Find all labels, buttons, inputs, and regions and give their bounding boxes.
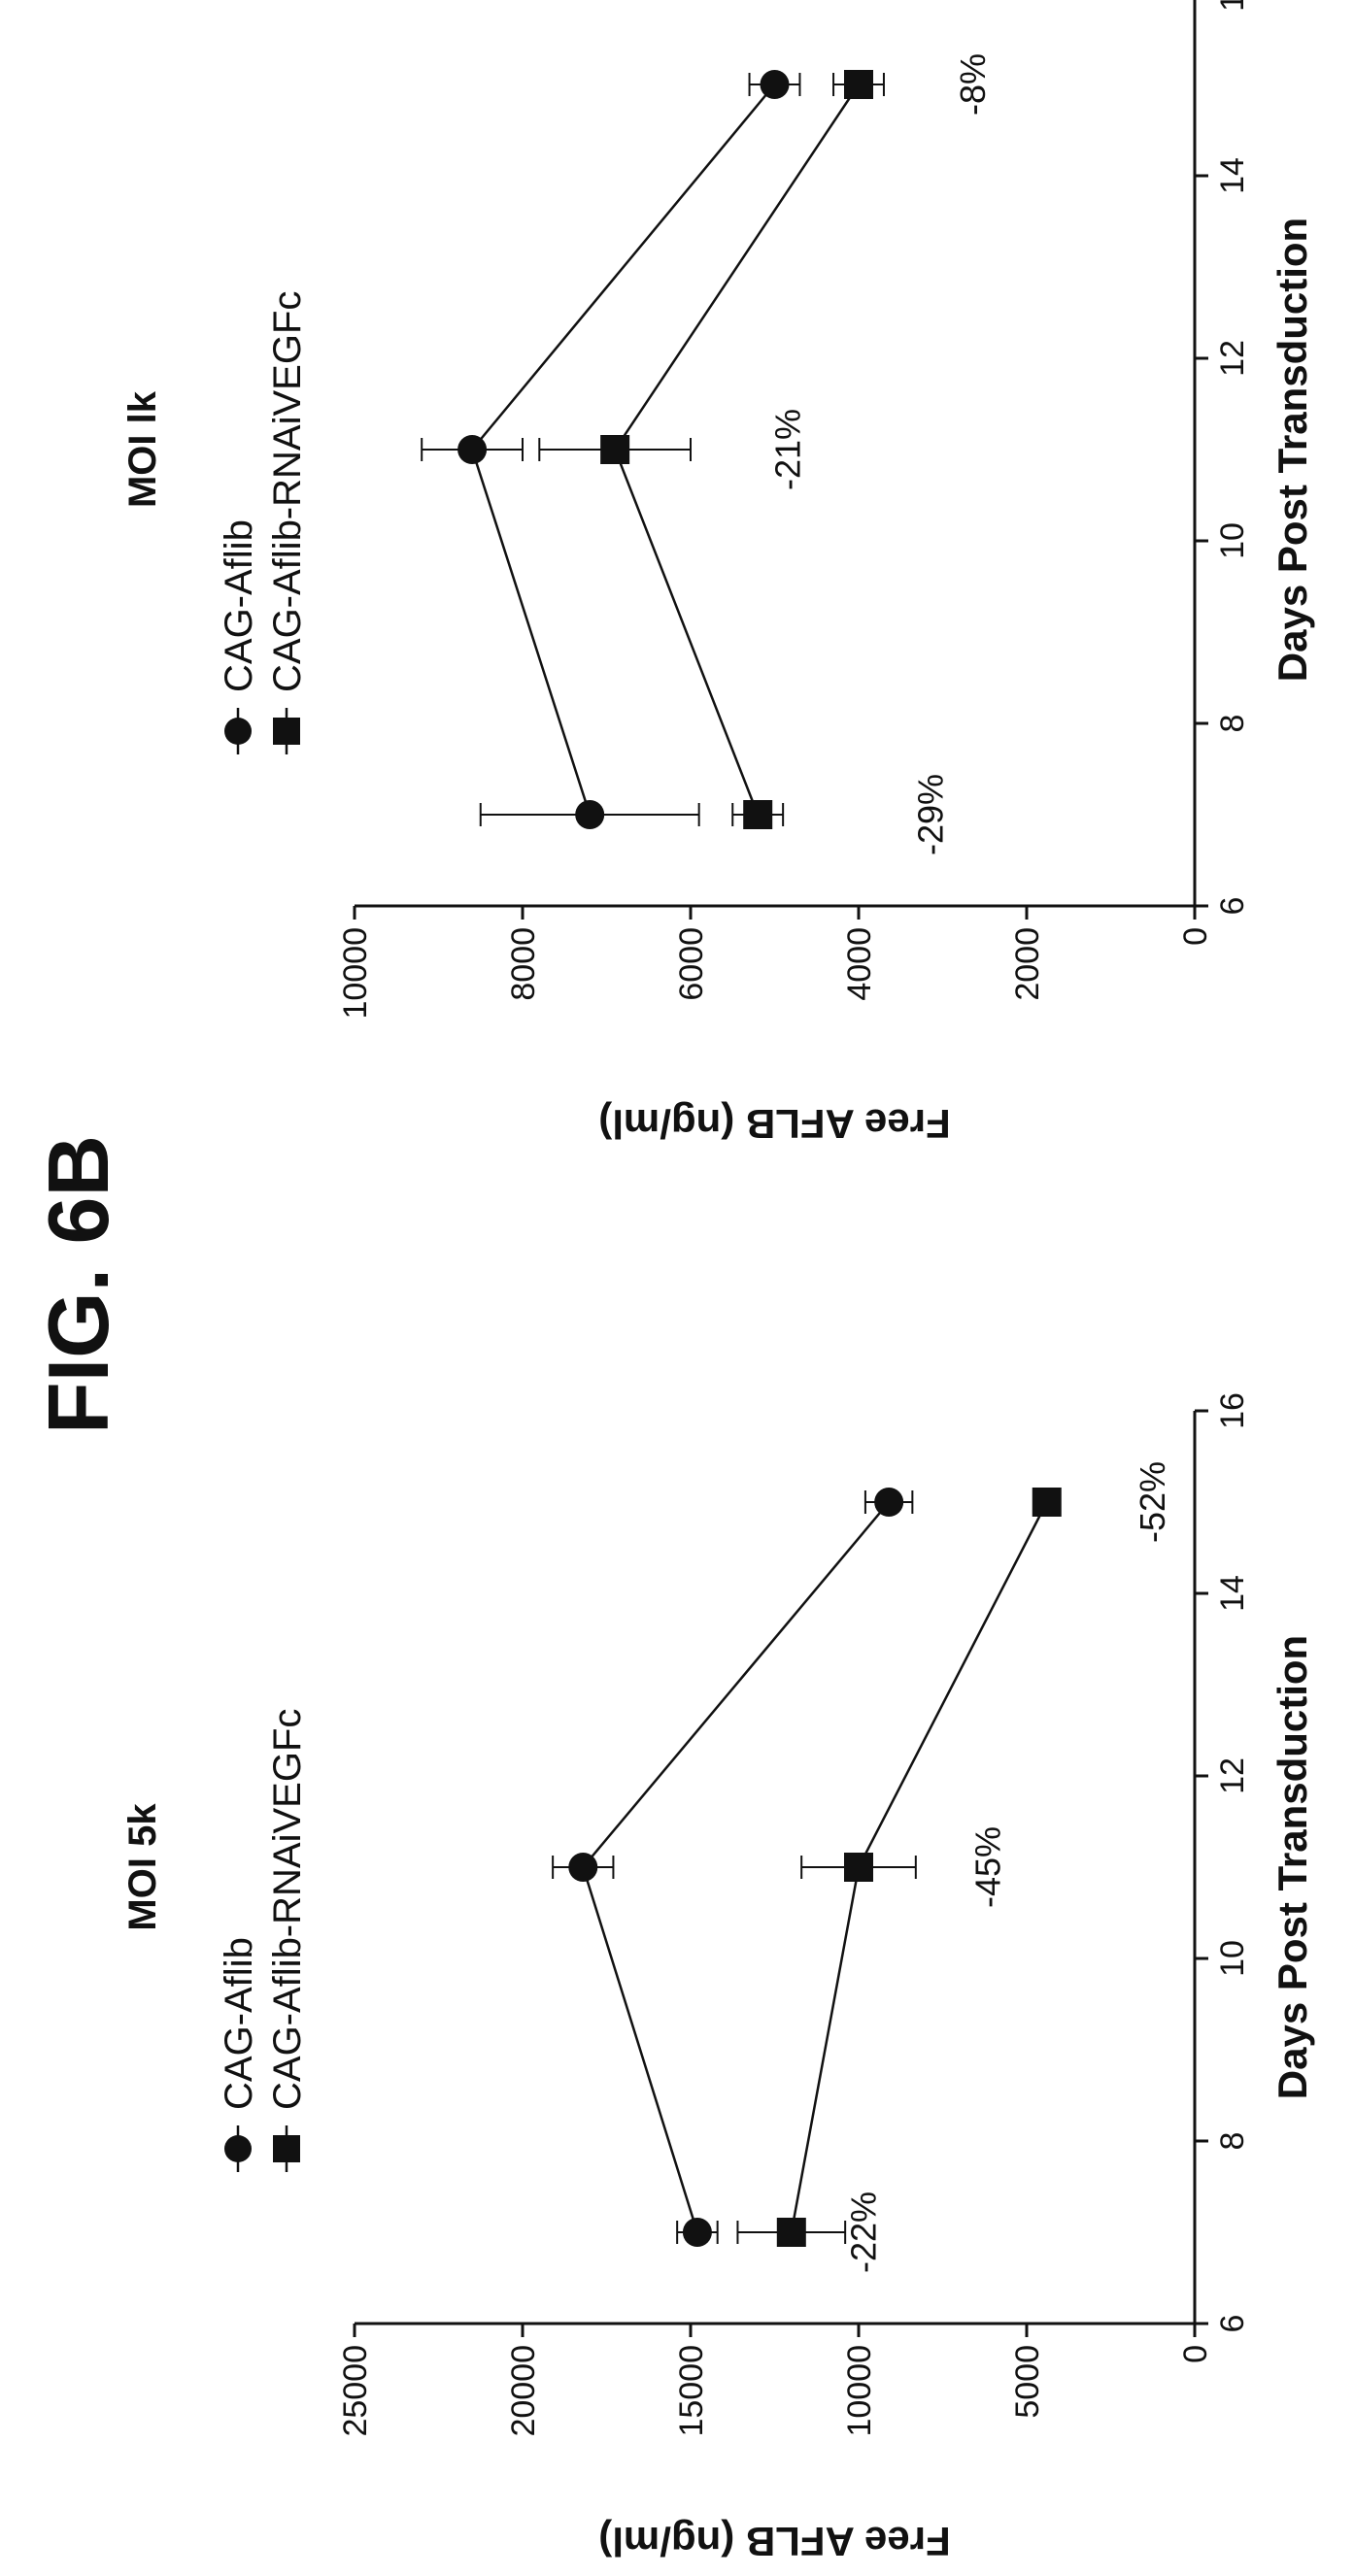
data-point-circle — [575, 800, 605, 829]
x-tick-label: 6 — [1214, 897, 1251, 916]
data-point-square — [844, 70, 873, 99]
y-tick-label: 4000 — [841, 927, 878, 1001]
figure-title: FIG. 6B — [30, 1134, 126, 1435]
x-axis-label: Days Post Transduction — [1269, 217, 1315, 682]
y-tick-label: 5000 — [1009, 2345, 1046, 2419]
data-point-circle — [760, 70, 790, 99]
legend-marker-circle — [224, 718, 252, 745]
data-point-circle — [874, 1488, 904, 1517]
data-point-square — [600, 435, 630, 464]
y-axis-label: Free AFLB (ng/ml) — [598, 1101, 950, 1147]
data-point-square — [844, 1853, 873, 1882]
percent-change-label: -29% — [911, 774, 951, 855]
y-tick-label: 20000 — [505, 2345, 542, 2437]
y-tick-label: 25000 — [337, 2345, 374, 2437]
percent-change-label: -21% — [767, 409, 807, 490]
x-tick-label: 8 — [1214, 715, 1251, 733]
x-tick-label: 6 — [1214, 2315, 1251, 2333]
x-tick-label: 12 — [1214, 1757, 1251, 1794]
percent-change-label: -45% — [967, 1826, 1007, 1908]
x-tick-label: 12 — [1214, 340, 1251, 377]
legend-label: CAG-Aflib-RNAiVEGFc — [266, 1709, 309, 2110]
chart-moi-5k: MOI 5k 6 8 10 12 14 16 0 5000 10000 15000 20000 2500… — [121, 1392, 1315, 2564]
percent-change-label: -52% — [1133, 1461, 1172, 1543]
y-tick-label: 0 — [1177, 2345, 1214, 2363]
legend-label: CAG-Aflib — [218, 519, 260, 692]
legend-label: CAG-Aflib-RNAiVEGFc — [266, 291, 309, 692]
x-tick-label: 10 — [1214, 522, 1251, 559]
y-tick-label: 15000 — [673, 2345, 710, 2437]
chart-moi-1k: MOI lk 6 8 10 12 14 16 0 2000 4000 6000 8000 10000 Da… — [121, 0, 1315, 1147]
data-point-circle — [457, 435, 488, 464]
y-axis-label: Free AFLB (ng/ml) — [598, 2519, 950, 2564]
data-point-circle — [682, 2218, 712, 2247]
y-tick-label: 8000 — [505, 927, 542, 1001]
x-tick-label: 16 — [1214, 0, 1251, 12]
percent-change-label: -8% — [953, 53, 993, 116]
x-tick-label: 14 — [1214, 1575, 1251, 1612]
chart-title: MOI 5k — [121, 1803, 164, 1931]
x-axis-label: Days Post Transduction — [1269, 1635, 1315, 2099]
y-tick-label: 6000 — [673, 927, 710, 1001]
y-tick-label: 0 — [1177, 927, 1214, 946]
data-point-square — [743, 800, 773, 829]
legend-marker-square — [273, 718, 300, 745]
x-tick-label: 16 — [1214, 1392, 1251, 1429]
legend-marker-square — [273, 2135, 300, 2162]
y-tick-label: 2000 — [1009, 927, 1046, 1001]
data-point-square — [1032, 1488, 1062, 1517]
legend-label: CAG-Aflib — [218, 1937, 260, 2110]
percent-change-label: -22% — [843, 2191, 883, 2273]
y-tick-label: 10000 — [841, 2345, 878, 2437]
y-tick-label: 10000 — [337, 927, 374, 1020]
x-tick-label: 14 — [1214, 157, 1251, 194]
chart-title: MOI lk — [121, 390, 164, 508]
data-point-square — [776, 2218, 806, 2247]
legend-marker-circle — [224, 2135, 252, 2162]
x-tick-label: 8 — [1214, 2132, 1251, 2151]
x-tick-label: 10 — [1214, 1940, 1251, 1977]
data-point-circle — [568, 1853, 598, 1882]
